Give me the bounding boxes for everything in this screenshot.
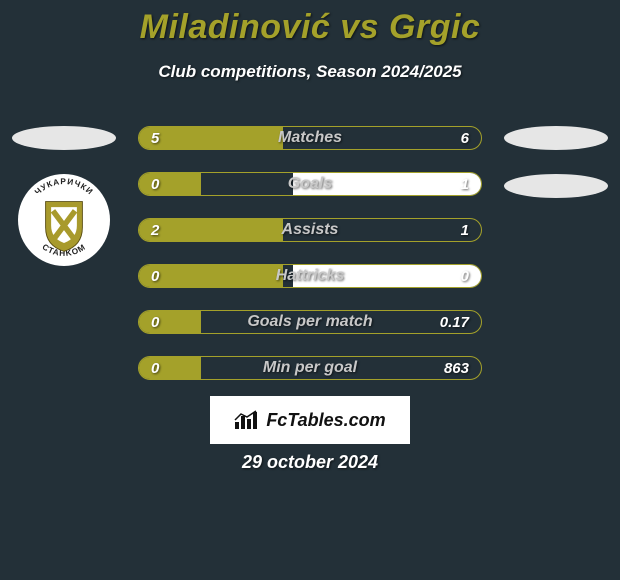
stats-bars: 56Matches 01Goals 21Assists 00Hattricks 00.1…	[138, 126, 482, 402]
player1-name: Miladinović	[140, 8, 331, 46]
club-crest: ЧУКАРИЧКИ CTAHKOM	[18, 174, 110, 266]
stat-label: Hattricks	[139, 265, 481, 287]
stat-row: 21Assists	[138, 218, 482, 242]
stat-row: 00Hattricks	[138, 264, 482, 288]
stat-label: Matches	[139, 127, 481, 149]
stat-row: 00.17Goals per match	[138, 310, 482, 334]
subtitle: Club competitions, Season 2024/2025	[0, 62, 620, 82]
player2-placeholder-oval-2	[504, 174, 608, 198]
player1-placeholder-oval	[12, 126, 116, 150]
stat-label: Goals	[139, 173, 481, 195]
branding-text: FcTables.com	[266, 410, 385, 431]
stat-label: Min per goal	[139, 357, 481, 379]
branding-box: FcTables.com	[210, 396, 410, 444]
chart-icon	[234, 410, 260, 430]
vs-text: vs	[330, 8, 389, 46]
stat-row: 01Goals	[138, 172, 482, 196]
date: 29 october 2024	[0, 452, 620, 473]
stat-row: 0863Min per goal	[138, 356, 482, 380]
stat-label: Assists	[139, 219, 481, 241]
crest-svg: ЧУКАРИЧКИ CTAHKOM	[18, 174, 110, 266]
stat-label: Goals per match	[139, 311, 481, 333]
page-title: Miladinović vs Grgic	[0, 8, 620, 47]
player2-name: Grgic	[389, 8, 480, 46]
stat-row: 56Matches	[138, 126, 482, 150]
player2-placeholder-oval-1	[504, 126, 608, 150]
left-column: ЧУКАРИЧКИ CTAHKOM	[8, 126, 120, 266]
right-column	[500, 126, 612, 222]
